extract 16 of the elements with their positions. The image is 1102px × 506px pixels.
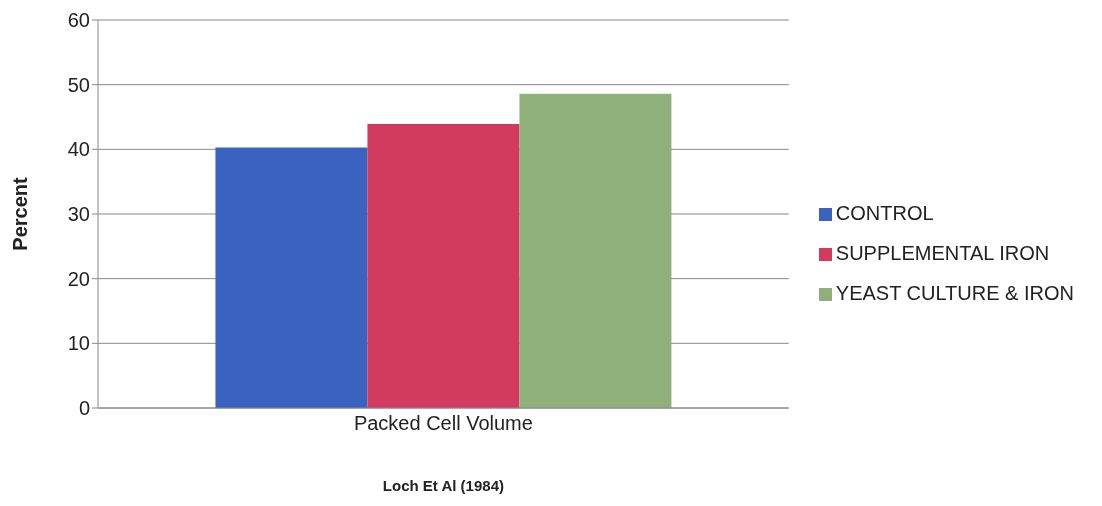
y-tick-label: 20 bbox=[67, 267, 90, 290]
y-tick-label: 50 bbox=[67, 73, 90, 96]
y-tick-label: 0 bbox=[78, 397, 90, 420]
x-tick-label: Packed Cell Volume bbox=[353, 412, 533, 435]
y-tick-label: 60 bbox=[67, 9, 90, 32]
y-tick-label: 30 bbox=[67, 203, 90, 226]
y-tick-label: 10 bbox=[67, 332, 90, 355]
legend-label: SUPPLEMENTAL IRON bbox=[835, 242, 1050, 264]
bar bbox=[519, 93, 672, 408]
y-axis-title: Percent bbox=[9, 176, 32, 251]
legend-label: CONTROL bbox=[835, 202, 934, 224]
y-tick-label: 40 bbox=[67, 138, 90, 161]
legend-label: YEAST CULTURE & IRON bbox=[835, 282, 1074, 304]
bar bbox=[367, 124, 520, 408]
bar bbox=[215, 147, 368, 408]
x-axis-title: Loch Et Al (1984) bbox=[382, 476, 504, 494]
